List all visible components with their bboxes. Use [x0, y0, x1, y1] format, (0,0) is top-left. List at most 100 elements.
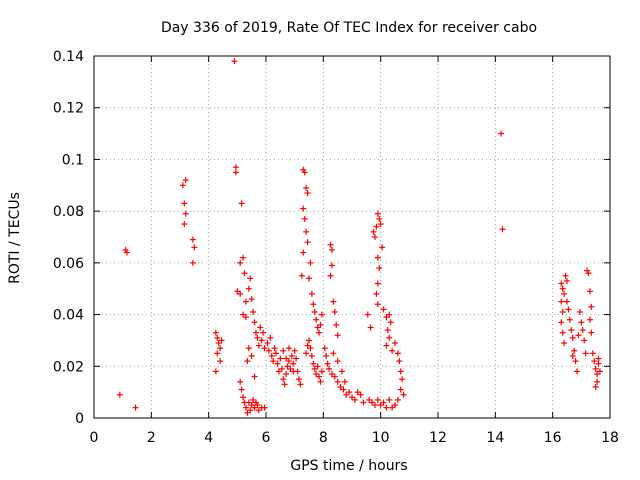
x-tick-label: 2 [147, 430, 156, 446]
x-tick-label: 8 [319, 430, 328, 446]
data-point [306, 275, 312, 282]
data-point [371, 234, 378, 240]
data-point [182, 210, 189, 217]
data-point [571, 347, 578, 354]
data-point [248, 296, 255, 303]
data-point [566, 316, 573, 323]
data-point [383, 342, 390, 349]
data-point [303, 184, 310, 191]
data-point [396, 358, 403, 365]
data-point [290, 360, 297, 367]
data-point [380, 399, 387, 406]
data-point [242, 404, 249, 411]
data-point [189, 259, 196, 266]
data-point [558, 298, 565, 305]
x-axis-label: GPS time / hours [290, 458, 407, 474]
data-point [331, 373, 338, 380]
data-point [212, 329, 219, 336]
data-point [592, 365, 599, 372]
data-point [334, 378, 341, 385]
y-tick-label: 0.08 [53, 204, 84, 220]
data-point [389, 347, 396, 354]
data-point [261, 345, 268, 352]
data-point [238, 386, 245, 393]
data-point [245, 345, 252, 352]
data-point [330, 298, 337, 305]
data-point [594, 378, 601, 385]
data-point [308, 290, 315, 297]
data-point [386, 396, 393, 403]
data-point [300, 249, 307, 256]
data-point [123, 249, 130, 256]
data-point [374, 280, 381, 287]
data-point [334, 332, 341, 339]
data-point [261, 404, 268, 411]
x-tick-label: 4 [204, 430, 213, 446]
data-point [324, 360, 331, 367]
x-tick-label: 12 [429, 430, 447, 446]
data-point [313, 316, 320, 323]
data-point [308, 352, 315, 359]
data-point [241, 270, 248, 277]
data-point [281, 381, 288, 388]
data-point [575, 332, 582, 339]
data-point [595, 355, 602, 362]
data-point [561, 290, 568, 297]
data-point [217, 358, 224, 365]
data-point [317, 378, 324, 385]
data-point [565, 306, 572, 313]
data-point [340, 386, 347, 393]
data-point [304, 190, 311, 197]
data-point [307, 259, 314, 266]
data-point [278, 365, 285, 372]
data-point [265, 347, 272, 354]
data-point [588, 303, 595, 310]
data-point [242, 314, 249, 321]
data-point [283, 355, 290, 362]
plot-frame [93, 55, 611, 419]
data-point [238, 200, 245, 207]
data-point [270, 358, 277, 365]
data-point [240, 254, 247, 261]
data-point [331, 308, 338, 315]
data-point [231, 58, 238, 65]
data-point [267, 334, 274, 341]
data-point [217, 345, 224, 352]
data-point [237, 259, 244, 266]
data-point [181, 221, 188, 228]
data-point [273, 350, 280, 357]
data-point [579, 327, 586, 334]
x-tick-label: 6 [262, 430, 271, 446]
data-point [559, 285, 566, 292]
data-point [257, 324, 264, 331]
data-point [586, 316, 593, 323]
data-point [237, 378, 244, 385]
data-point [386, 311, 393, 318]
x-tick-label: 16 [544, 430, 562, 446]
y-tick-label: 0 [75, 411, 84, 427]
data-point [558, 319, 565, 326]
data-point [373, 223, 380, 230]
data-point [214, 350, 221, 357]
data-point [316, 373, 323, 380]
data-point [351, 396, 358, 403]
data-point [374, 210, 381, 217]
data-point [247, 407, 254, 414]
data-point [297, 381, 304, 388]
data-point [387, 319, 394, 326]
data-point [212, 368, 219, 375]
axis-ticks: 0 2 4 6 8 10 12 14 16 18 0 0.02 0.04 0.06 0.08 0.1 0.12 0… [53, 49, 619, 446]
data-point [255, 342, 262, 349]
data-point [264, 340, 271, 347]
data-point [260, 329, 267, 336]
data-point [389, 404, 396, 411]
data-point [268, 352, 275, 359]
y-tick-label: 0.02 [53, 359, 84, 375]
data-point [392, 340, 398, 347]
data-point [371, 402, 378, 409]
data-point [304, 239, 311, 246]
x-tick-label: 0 [90, 430, 99, 446]
data-point [132, 404, 139, 411]
data-point [218, 337, 225, 344]
data-point [323, 352, 330, 359]
